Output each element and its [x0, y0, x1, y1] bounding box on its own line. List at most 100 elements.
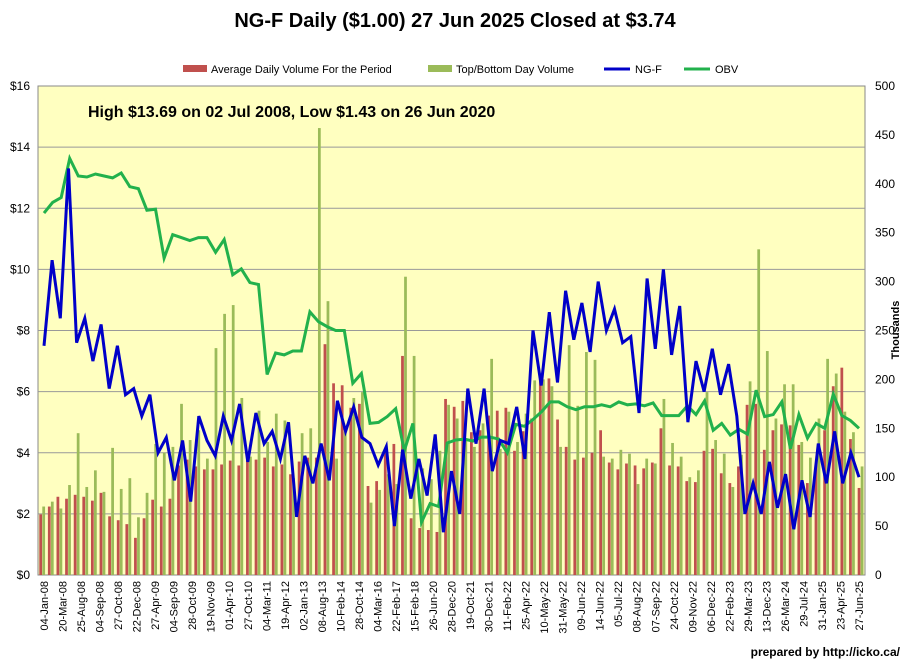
x-axis-tick: 31-Jan-25	[817, 581, 829, 631]
top-volume-bar	[404, 276, 407, 575]
x-axis-tick: 22-Feb-23	[724, 581, 736, 632]
x-axis-tick: 25-Apr-22	[521, 581, 533, 630]
top-volume-bar	[266, 441, 270, 575]
avg-volume-bar	[237, 465, 241, 575]
top-volume-bar	[602, 456, 606, 575]
top-volume-bar	[42, 506, 46, 575]
x-axis-tick: 20-Mar-08	[58, 581, 70, 632]
left-axis-tick: $16	[10, 79, 30, 93]
top-volume-bar	[335, 458, 338, 575]
top-volume-bar	[843, 411, 847, 575]
top-volume-bar	[628, 453, 631, 575]
legend-swatch-top-volume	[428, 65, 452, 72]
top-volume-bar	[559, 446, 562, 575]
avg-volume-bar	[358, 403, 361, 575]
top-volume-bar	[533, 380, 537, 575]
x-axis-tick: 28-Dec-20	[447, 581, 459, 632]
top-volume-bar	[731, 486, 735, 575]
avg-volume-bar	[314, 457, 318, 575]
top-volume-bar	[93, 470, 97, 575]
avg-volume-bar	[444, 398, 447, 575]
legend-label-top-volume: Top/Bottom Day Volume	[456, 64, 574, 76]
top-volume-bar	[800, 441, 804, 575]
top-volume-bar	[438, 450, 442, 575]
top-volume-bar	[361, 392, 364, 575]
x-axis-tick: 27-Oct-08	[113, 581, 125, 630]
legend: Average Daily Volume For the Period Top/…	[183, 64, 739, 76]
x-axis-tick: 19-Apr-12	[280, 581, 292, 630]
avg-volume-bar	[616, 469, 620, 575]
right-axis-tick: 200	[875, 372, 895, 386]
avg-volume-bar	[90, 500, 94, 575]
top-volume-bar	[516, 441, 519, 575]
avg-volume-bar	[685, 481, 689, 575]
legend-swatch-avg-volume	[183, 65, 207, 72]
left-axis-tick: $14	[10, 140, 30, 154]
x-axis-tick: 26-Jun-20	[428, 581, 440, 631]
avg-volume-bar	[306, 457, 310, 575]
avg-volume-bar	[289, 474, 292, 575]
avg-volume-bar	[418, 528, 422, 575]
avg-volume-bar	[254, 459, 258, 575]
top-volume-bar	[817, 418, 821, 575]
avg-volume-bar	[857, 487, 861, 575]
avg-volume-bar	[246, 457, 249, 575]
avg-volume-bar	[702, 450, 706, 575]
right-axis-tick: 250	[875, 324, 895, 338]
avg-volume-bar	[814, 464, 818, 575]
legend-label-price: NG-F	[635, 64, 662, 76]
avg-volume-bar	[659, 428, 663, 575]
avg-volume-bar	[728, 483, 732, 575]
top-volume-bar	[111, 447, 114, 575]
avg-volume-bar	[805, 483, 809, 575]
avg-volume-bar	[719, 473, 723, 575]
top-volume-bar	[671, 442, 674, 575]
avg-volume-bar	[263, 457, 267, 575]
avg-volume-bar	[401, 355, 404, 575]
top-volume-bar	[162, 452, 166, 575]
avg-volume-bar	[625, 463, 628, 575]
top-volume-bar	[791, 384, 795, 575]
avg-volume-bar	[538, 379, 542, 575]
x-axis-tick: 19-Nov-09	[206, 581, 218, 632]
avg-volume-bar	[134, 537, 137, 575]
top-volume-bar	[834, 373, 838, 575]
avg-volume-bar	[642, 468, 646, 575]
top-volume-bar	[610, 458, 614, 575]
x-axis-tick: 04-Sep-09	[169, 581, 181, 632]
avg-volume-bar	[409, 518, 413, 575]
top-volume-bar	[214, 348, 218, 575]
top-volume-bar	[852, 432, 855, 575]
top-volume-bar	[154, 443, 158, 575]
chart-title: NG-F Daily ($1.00) 27 Jun 2025 Closed at…	[234, 10, 676, 32]
right-axis-tick: 500	[875, 79, 895, 93]
top-volume-bar	[240, 397, 244, 575]
top-volume-bar	[171, 446, 175, 575]
avg-volume-bar	[650, 462, 654, 575]
top-volume-bar	[757, 249, 761, 576]
top-volume-bar	[76, 433, 80, 575]
x-axis-tick: 06-Dec-22	[706, 581, 718, 632]
x-axis-tick: 25-Aug-08	[76, 581, 88, 632]
x-axis-tick: 27-Jun-25	[854, 581, 866, 631]
top-volume-bar	[524, 413, 528, 575]
avg-volume-bar	[375, 481, 379, 575]
top-volume-bar	[645, 458, 649, 575]
avg-volume-bar	[435, 531, 439, 575]
avg-volume-bar	[633, 465, 637, 575]
top-volume-bar	[688, 477, 692, 575]
annotation: High $13.69 on 02 Jul 2008, Low $1.43 on…	[88, 104, 495, 121]
avg-volume-bar	[82, 496, 86, 575]
avg-volume-bar	[478, 430, 482, 575]
top-volume-bar	[59, 508, 63, 575]
x-axis-tick: 10-Feb-14	[335, 581, 347, 632]
avg-volume-bar	[151, 499, 155, 575]
right-axis-tick: 350	[875, 226, 895, 240]
x-axis-tick: 13-Dec-23	[761, 581, 773, 632]
avg-volume-bar	[513, 450, 516, 575]
x-axis-tick: 04-Mar-16	[372, 581, 384, 632]
avg-volume-bar	[573, 459, 577, 575]
right-axis-label: Thousands	[890, 301, 902, 360]
avg-volume-bar	[39, 514, 43, 575]
